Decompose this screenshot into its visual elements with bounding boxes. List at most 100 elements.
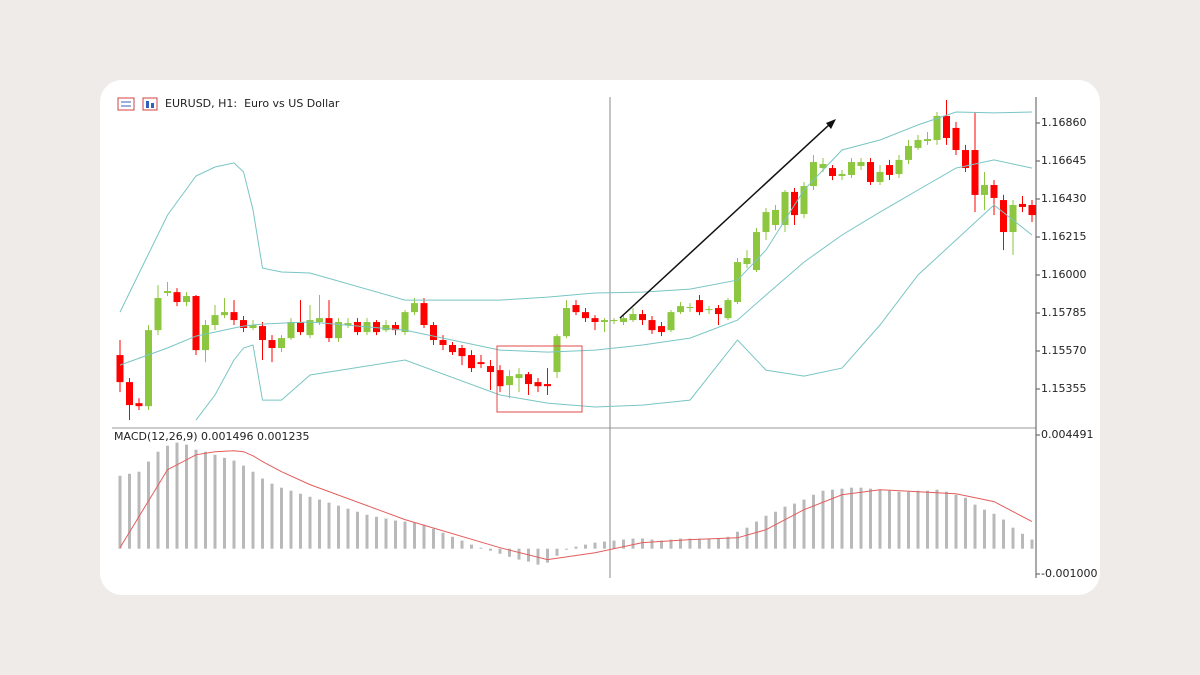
candle-body xyxy=(259,326,266,341)
candle-body xyxy=(553,336,561,373)
y-tick-label: 1.16215 xyxy=(1041,230,1087,243)
histogram-bar xyxy=(964,497,967,549)
bollinger-upper xyxy=(119,111,1033,313)
y-tick-label: 1.15570 xyxy=(1041,344,1087,357)
candle-body xyxy=(572,305,580,313)
histogram-bar xyxy=(717,538,720,549)
candle-body xyxy=(430,325,437,341)
histogram-bar xyxy=(812,494,815,549)
candle-body xyxy=(420,303,428,326)
highlight-box xyxy=(496,345,583,413)
trend-arrow xyxy=(619,123,831,319)
candle-body xyxy=(392,325,399,331)
y-tick-label: 0.004491 xyxy=(1041,428,1094,441)
histogram-bar xyxy=(793,503,796,549)
histogram-bar xyxy=(365,514,369,549)
icon xyxy=(117,97,135,111)
candle-body xyxy=(534,382,542,387)
histogram-bar xyxy=(992,513,996,549)
candle-body xyxy=(515,374,523,379)
candle-body xyxy=(154,297,162,331)
signal-line xyxy=(119,450,1033,561)
candle-body xyxy=(629,314,637,321)
candle-body xyxy=(620,318,627,323)
histogram-bar xyxy=(935,489,939,549)
histogram-bar xyxy=(251,471,255,549)
histogram-bar xyxy=(641,538,644,549)
candle-body xyxy=(487,366,494,373)
histogram-bar xyxy=(916,490,920,549)
candle-body xyxy=(895,159,903,175)
histogram-bar xyxy=(147,461,150,549)
histogram-bar xyxy=(508,548,511,557)
histogram-bar xyxy=(888,490,891,549)
histogram-bar xyxy=(299,493,302,549)
candle-body xyxy=(753,232,760,271)
histogram-bar xyxy=(897,491,901,549)
candle-body xyxy=(800,186,808,215)
histogram-bar xyxy=(631,538,635,549)
histogram-bar xyxy=(764,515,768,549)
candle-body xyxy=(677,306,684,313)
candle-body xyxy=(439,340,447,345)
histogram-bar xyxy=(774,511,777,549)
histogram-bar xyxy=(346,508,350,549)
icon xyxy=(142,97,158,111)
candle-body xyxy=(145,330,152,407)
candle-body xyxy=(164,291,171,294)
candle-body xyxy=(981,185,988,195)
y-tick-label: -0.001000 xyxy=(1041,567,1097,580)
icon-bar xyxy=(146,101,149,108)
histogram-bar xyxy=(213,454,217,549)
candle-body xyxy=(743,258,751,265)
candle-body xyxy=(639,314,646,321)
histogram-bar xyxy=(327,502,331,549)
candle-body xyxy=(886,165,893,175)
candle-body xyxy=(563,308,570,337)
candle-body xyxy=(933,115,941,140)
candle-body xyxy=(582,312,589,319)
histogram-bar xyxy=(489,548,492,551)
candle-body xyxy=(496,370,504,387)
histogram-bar xyxy=(261,478,264,549)
histogram-bar xyxy=(821,490,825,549)
candle-body xyxy=(724,300,732,319)
histogram-bar xyxy=(413,522,416,549)
candle-body xyxy=(126,382,133,406)
candle-body xyxy=(971,150,979,195)
y-tick-label: 1.16860 xyxy=(1041,116,1087,129)
candle-body xyxy=(268,340,276,348)
candle-body xyxy=(316,318,323,323)
histogram-bar xyxy=(745,527,749,549)
candle-body xyxy=(962,150,969,169)
candle-body xyxy=(905,145,912,160)
histogram-bar xyxy=(232,460,236,549)
icon-bar xyxy=(151,103,154,108)
histogram-bar xyxy=(308,496,312,549)
histogram-bar xyxy=(669,539,673,549)
histogram-bar xyxy=(223,457,226,549)
candle-body xyxy=(449,344,456,353)
histogram-bar xyxy=(185,444,188,549)
candle-body xyxy=(135,403,143,407)
candle-body xyxy=(411,303,418,313)
histogram-bar xyxy=(688,538,692,549)
histogram-bar xyxy=(555,548,559,556)
histogram-bar xyxy=(289,490,293,549)
histogram-bar xyxy=(1011,527,1015,549)
histogram-bar xyxy=(622,539,625,549)
symbol-icons xyxy=(117,97,158,111)
candle-body xyxy=(876,171,884,183)
histogram-bar xyxy=(707,538,711,549)
histogram-bar xyxy=(156,451,160,549)
candle-body xyxy=(344,323,352,326)
histogram-bar xyxy=(128,473,131,549)
candle-body xyxy=(791,191,798,216)
candle-body xyxy=(1009,204,1017,233)
plot: 1.16860 1.16645 1.16430 1.16215 1.16000 1.157… xyxy=(116,100,1097,580)
histogram-bar xyxy=(973,504,977,549)
histogram-bar xyxy=(166,445,169,549)
y-tick-label: 1.15355 xyxy=(1041,382,1087,395)
